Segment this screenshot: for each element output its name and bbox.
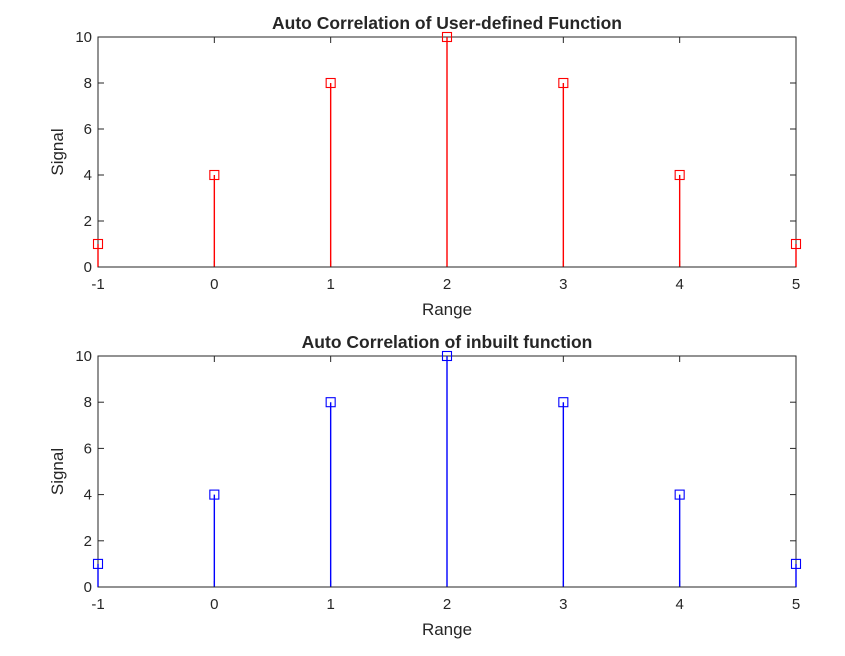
chart-title: Auto Correlation of User-defined Functio… (272, 13, 622, 33)
x-tick-label: 4 (675, 276, 683, 293)
x-tick-label: 2 (443, 596, 451, 613)
x-tick-label: 5 (792, 276, 800, 293)
x-tick-label: 4 (675, 596, 683, 613)
y-tick-label: 8 (84, 394, 92, 411)
x-tick-label: 3 (559, 596, 567, 613)
y-tick-label: 0 (84, 579, 92, 596)
y-axis-label: Signal (48, 448, 67, 495)
stem-marker (441, 350, 453, 362)
stem-marker (558, 397, 569, 408)
stem-marker (790, 238, 802, 250)
stem-marker (674, 169, 685, 181)
y-tick-label: 6 (84, 121, 92, 138)
x-axis-label: Range (422, 300, 472, 319)
y-tick-label: 4 (84, 167, 92, 184)
stem-marker (92, 558, 104, 569)
stem-marker (209, 489, 220, 500)
x-tick-label: 3 (559, 276, 567, 293)
stem-marker (92, 238, 104, 250)
stem-marker (209, 169, 220, 181)
stem-marker (325, 77, 336, 89)
stem-marker (325, 397, 336, 408)
x-tick-label: 0 (210, 596, 218, 613)
x-tick-label: 5 (792, 596, 800, 613)
y-tick-label: 6 (84, 440, 92, 457)
x-axis-label: Range (422, 620, 472, 639)
y-tick-label: 4 (84, 487, 92, 504)
x-tick-label: -1 (91, 596, 104, 613)
x-tick-label: 1 (326, 276, 334, 293)
chart-title: Auto Correlation of inbuilt function (302, 332, 593, 352)
x-tick-label: 2 (443, 276, 451, 293)
y-axis-label: Signal (48, 128, 67, 175)
x-tick-label: -1 (91, 276, 104, 293)
stem-marker (674, 489, 685, 500)
y-tick-label: 2 (84, 533, 92, 550)
y-tick-label: 10 (75, 29, 92, 46)
x-tick-label: 0 (210, 276, 218, 293)
stem-marker (441, 31, 453, 43)
x-tick-label: 1 (326, 596, 334, 613)
y-tick-label: 0 (84, 259, 92, 276)
stem-marker (790, 558, 802, 569)
y-tick-label: 8 (84, 75, 92, 92)
y-tick-label: 10 (75, 348, 92, 365)
stem-marker (558, 77, 569, 89)
y-tick-label: 2 (84, 213, 92, 230)
